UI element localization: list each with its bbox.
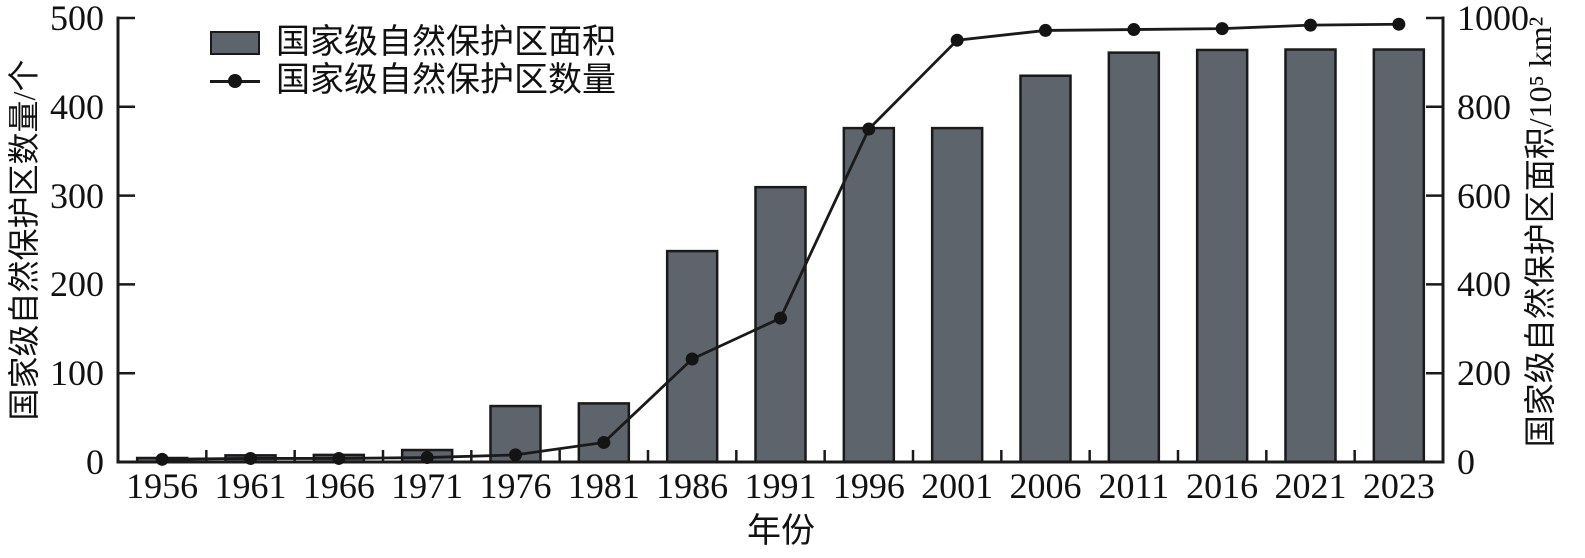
point-2006 xyxy=(1039,23,1052,37)
left-tick-label-400: 400 xyxy=(50,86,104,127)
x-tick-label-1976: 1976 xyxy=(479,466,552,506)
x-tick-label-2001: 2001 xyxy=(921,466,994,506)
bar-1996 xyxy=(842,126,896,464)
right-tick-label-1000: 1000 xyxy=(1457,0,1529,38)
left-tick-label-300: 300 xyxy=(50,175,104,216)
x-tick-label-1996: 1996 xyxy=(832,466,905,506)
x-tick-label-2011: 2011 xyxy=(1098,466,1170,506)
legend-item-count: 国家级自然保护区数量 xyxy=(210,62,616,100)
bar-1981 xyxy=(577,402,631,464)
x-tick-label-1956: 1956 xyxy=(126,466,199,506)
point-2016 xyxy=(1215,22,1229,36)
bar-2016 xyxy=(1195,48,1249,464)
x-tick-label-2006: 2006 xyxy=(1009,466,1082,506)
point-2001 xyxy=(950,33,964,47)
left-tick-label-200: 200 xyxy=(50,264,104,305)
bar-2021 xyxy=(1284,48,1337,464)
point-1996 xyxy=(862,122,876,136)
point-2023 xyxy=(1392,17,1406,31)
bar-2001 xyxy=(930,126,984,464)
point-1981 xyxy=(597,435,611,449)
bar-2011 xyxy=(1107,51,1161,464)
point-1956 xyxy=(155,452,169,466)
legend-label-count: 国家级自然保护区数量 xyxy=(276,62,616,99)
bar-2006 xyxy=(1019,74,1072,464)
point-1966 xyxy=(332,451,346,465)
point-1971 xyxy=(420,451,434,465)
left-tick-label-0: 0 xyxy=(86,442,104,482)
x-tick-label-1961: 1961 xyxy=(214,466,287,506)
x-tick-label-2021: 2021 xyxy=(1274,466,1347,506)
x-tick-label-1971: 1971 xyxy=(391,466,464,506)
legend-label-area: 国家级自然保护区面积 xyxy=(276,24,616,61)
right-tick-label-400: 400 xyxy=(1457,264,1511,305)
bar-swatch-icon xyxy=(210,31,260,55)
point-2011 xyxy=(1127,23,1141,37)
x-tick-label-1991: 1991 xyxy=(744,466,817,506)
x-tick-label-2023: 2023 xyxy=(1362,466,1435,506)
x-tick-label-2016: 2016 xyxy=(1186,466,1259,506)
point-1961 xyxy=(244,451,257,465)
left-axis-title: 国家级自然保护区数量/个 xyxy=(6,59,42,421)
x-tick-label-1981: 1981 xyxy=(567,466,640,506)
legend: 国家级自然保护区面积 国家级自然保护区数量 xyxy=(210,24,616,100)
right-axis-title: 国家级自然保护区面积/10⁵ km² xyxy=(1522,16,1558,448)
point-1976 xyxy=(509,448,522,462)
right-tick-label-800: 800 xyxy=(1457,86,1511,127)
line-marker-icon xyxy=(210,74,260,88)
point-1991 xyxy=(774,311,787,325)
point-1986 xyxy=(685,352,699,366)
right-tick-label-0: 0 xyxy=(1457,442,1475,482)
right-tick-label-200: 200 xyxy=(1457,353,1511,394)
legend-item-area: 国家级自然保护区面积 xyxy=(210,24,616,62)
point-2021 xyxy=(1304,18,1317,32)
left-tick-label-500: 500 xyxy=(50,0,104,38)
x-axis-title: 年份 xyxy=(747,513,815,550)
x-tick-label-1986: 1986 xyxy=(656,466,729,506)
x-tick-label-1966: 1966 xyxy=(302,466,375,506)
bar-2023 xyxy=(1372,48,1426,464)
left-tick-label-100: 100 xyxy=(50,353,104,394)
right-tick-label-600: 600 xyxy=(1457,175,1511,216)
